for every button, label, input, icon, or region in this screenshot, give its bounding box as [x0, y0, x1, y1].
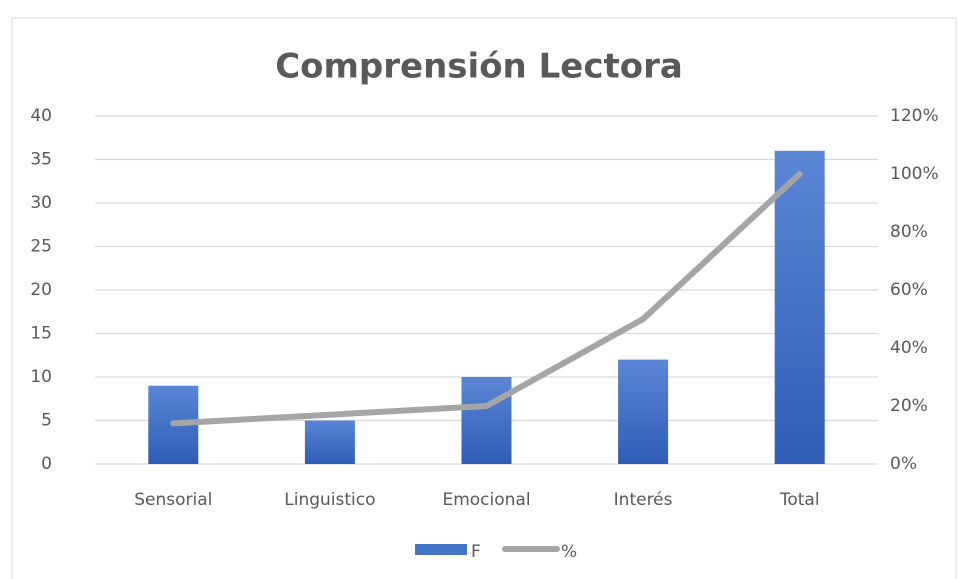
- y2-tick-label: 60%: [890, 280, 928, 300]
- x-tick-label: Linguistico: [284, 490, 375, 510]
- y-tick-label: 40: [30, 106, 52, 126]
- y2-tick-label: 20%: [890, 396, 928, 416]
- bar: [618, 359, 669, 464]
- legend-label: %: [561, 542, 577, 562]
- line: [170, 171, 803, 427]
- y-tick-label: 15: [30, 324, 52, 344]
- legend-label: F: [471, 542, 481, 562]
- bar: [461, 377, 512, 464]
- legend-swatch: [415, 544, 467, 555]
- x-tick-label: Emocional: [442, 490, 530, 510]
- y-tick-label: 0: [41, 454, 52, 474]
- y2-tick-label: 0%: [890, 454, 917, 474]
- y-tick-label: 25: [30, 237, 52, 257]
- x-tick-label: Sensorial: [134, 490, 212, 510]
- y-tick-label: 20: [30, 280, 52, 300]
- chart-title: Comprensión Lectora: [275, 47, 683, 87]
- y-tick-label: 30: [30, 193, 52, 213]
- y-tick-label: 5: [41, 411, 52, 431]
- x-tick-label: Interés: [614, 490, 673, 510]
- y-tick-label: 10: [30, 367, 52, 387]
- y2-tick-label: 120%: [890, 106, 939, 126]
- y2-tick-label: 40%: [890, 338, 928, 358]
- x-tick-label: Total: [779, 490, 820, 510]
- y2-tick-label: 100%: [890, 164, 939, 184]
- y2-tick-label: 80%: [890, 222, 928, 242]
- bar: [774, 150, 825, 465]
- y-tick-label: 35: [30, 150, 52, 170]
- bar: [304, 420, 355, 464]
